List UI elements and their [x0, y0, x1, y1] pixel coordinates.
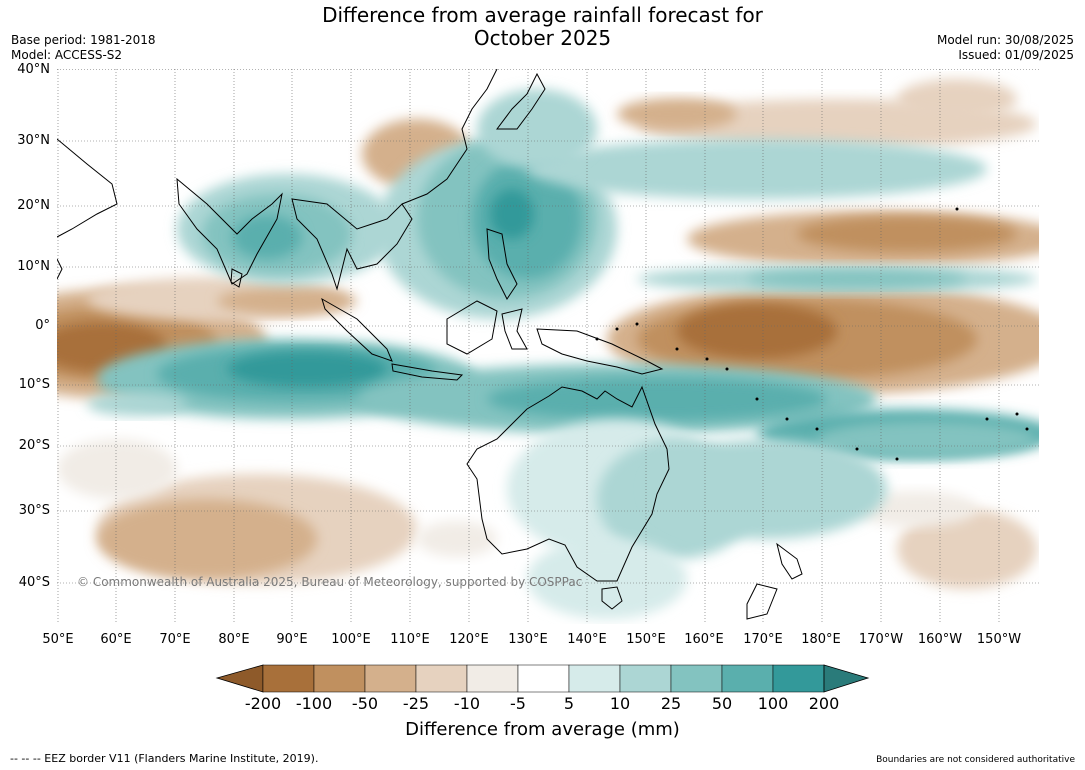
lon-label-150e: 150°E: [626, 632, 666, 647]
colorbar-tick: 50: [711, 694, 733, 713]
sumatra-coast: [321, 297, 393, 362]
model-name: Model: ACCESS-S2: [11, 48, 123, 62]
lon-label-170e: 170°E: [743, 632, 783, 647]
issued-date: Issued: 01/09/2025: [958, 48, 1074, 62]
colorbar-segment-4: [415, 664, 468, 693]
lon-label-70e: 70°E: [159, 632, 191, 647]
lon-label-90e: 90°E: [276, 632, 308, 647]
lon-label-180: 180°E: [801, 632, 841, 647]
indochina-coast: [291, 198, 413, 291]
colorbar-tick: 25: [660, 694, 682, 713]
colorbar-segment-3: [364, 664, 417, 693]
lon-label-120e: 120°E: [449, 632, 489, 647]
rainfall-map: [57, 69, 1039, 624]
new-guinea-coast: [536, 328, 664, 375]
colorbar-tick: -10: [453, 694, 481, 713]
india-coast: [176, 177, 283, 285]
boundaries-disclaimer: Boundaries are not considered authoritat…: [876, 755, 1075, 765]
africa-coast: [57, 258, 63, 280]
lat-label-20n: 20°N: [17, 198, 50, 213]
colorbar-tick: -50: [351, 694, 379, 713]
colorbar-segment-2: [313, 664, 366, 693]
colorbar-segment-11: [772, 664, 825, 693]
colorbar-tick: -5: [510, 694, 526, 713]
colorbar-segment-9: [670, 664, 723, 693]
colorbar-segment-5: [466, 664, 519, 693]
pacific-islands: [595, 207, 1029, 461]
colorbar-tick: 100: [757, 694, 789, 713]
colorbar-tick: -100: [295, 694, 333, 713]
colorbar-tick: 200: [808, 694, 840, 713]
china-coast: [401, 69, 498, 205]
philippines-coast: [486, 228, 518, 300]
colorbar-tick: 5: [563, 694, 575, 713]
japan-coast: [496, 72, 546, 130]
arabia-coast: [57, 138, 118, 238]
lon-label-150w: 150°W: [976, 632, 1022, 647]
colorbar-tick: -200: [244, 694, 282, 713]
colorbar: [215, 664, 870, 693]
lon-label-100e: 100°E: [331, 632, 371, 647]
lon-label-170w: 170°W: [858, 632, 904, 647]
lon-label-80e: 80°E: [218, 632, 250, 647]
colorbar-segment-12: [823, 664, 870, 693]
lon-label-160e: 160°E: [684, 632, 724, 647]
tasmania-coast: [601, 586, 623, 610]
base-period: Base period: 1981-2018: [11, 33, 156, 47]
title-line-1: Difference from average rainfall forecas…: [322, 3, 763, 27]
colorbar-tick: 10: [609, 694, 631, 713]
colorbar-segment-8: [619, 664, 672, 693]
colorbar-tick: -25: [402, 694, 430, 713]
lat-label-10n: 10°N: [17, 259, 50, 274]
rainfall-anomaly-field: [57, 69, 1039, 624]
coastlines: [57, 69, 803, 620]
sri-lanka-coast: [230, 268, 243, 288]
lat-label-40s: 40°S: [18, 575, 50, 590]
colorbar-label: Difference from average (mm): [405, 719, 680, 740]
lon-label-50e: 50°E: [42, 632, 74, 647]
lon-label-110e: 110°E: [390, 632, 430, 647]
graticule: [57, 69, 1039, 624]
colorbar-segment-7: [568, 664, 621, 693]
new-zealand-coast: [746, 542, 803, 620]
meta-left: Base period: 1981-2018 Model: ACCESS-S2: [11, 33, 156, 63]
colorbar-segment-10: [721, 664, 774, 693]
meta-right: Model run: 30/08/2025 Issued: 01/09/2025: [937, 33, 1074, 63]
lat-label-30s: 30°S: [18, 503, 50, 518]
lat-label-20s: 20°S: [18, 438, 50, 453]
lat-label-40n: 40°N: [17, 62, 50, 77]
map-title: Difference from average rainfall forecas…: [0, 4, 1085, 50]
model-run: Model run: 30/08/2025: [936, 33, 1074, 47]
sulawesi-coast: [501, 308, 528, 350]
colorbar-segment-0: [215, 664, 264, 693]
lon-label-140e: 140°E: [567, 632, 607, 647]
colorbar-segment-1: [262, 664, 315, 693]
borneo-coast: [446, 300, 498, 355]
lon-label-160w: 160°W: [917, 632, 963, 647]
colorbar-segment-6: [517, 664, 570, 693]
lat-label-10s: 10°S: [18, 377, 50, 392]
lat-label-30n: 30°N: [17, 133, 50, 148]
java-coast: [391, 363, 464, 381]
eez-footnote: -- -- -- EEZ border V11 (Flanders Marine…: [10, 752, 319, 765]
australia-coast: [466, 385, 670, 582]
copyright-notice: © Commonwealth of Australia 2025, Bureau…: [77, 575, 583, 589]
lon-label-60e: 60°E: [100, 632, 132, 647]
lon-label-130e: 130°E: [508, 632, 548, 647]
title-line-2: October 2025: [473, 26, 612, 50]
lat-label-0: 0°: [35, 318, 50, 333]
